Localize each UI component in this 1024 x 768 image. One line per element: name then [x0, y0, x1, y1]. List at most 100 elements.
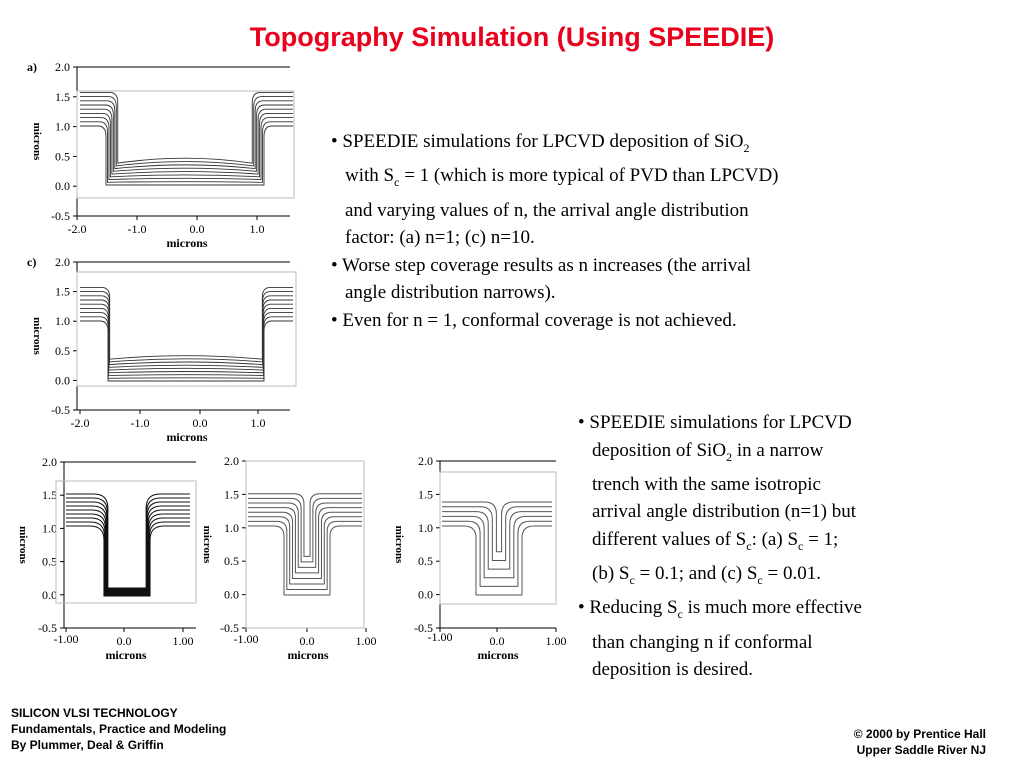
deposition-profile — [248, 525, 362, 596]
deposition-profile — [80, 295, 293, 366]
y-tick-label: 0.5 — [55, 344, 70, 358]
x-tick-label: -2.0 — [68, 222, 87, 236]
deposition-profile — [248, 497, 362, 563]
deposition-profile — [66, 525, 190, 597]
y-tick-label: 0.0 — [42, 588, 57, 602]
x-tick-label: 0.0 — [300, 634, 315, 648]
substrate-box — [439, 471, 557, 605]
footer-right-line-2: Upper Saddle River NJ — [856, 743, 986, 757]
deposition-profile — [66, 501, 190, 591]
substrate-box — [55, 480, 197, 604]
y-tick-label: 2.0 — [42, 455, 57, 469]
plot-label: c) — [27, 255, 36, 269]
deposition-profile — [66, 497, 190, 590]
substrate-box — [76, 271, 297, 387]
bullet-bottom-line: deposition is desired. — [592, 659, 753, 681]
x-axis-label: microns — [105, 648, 146, 662]
x-tick-label: 1.00 — [546, 634, 567, 648]
y-tick-label: -0.5 — [38, 621, 57, 635]
deposition-profile — [66, 513, 190, 594]
footer-left-line-1: SILICON VLSI TECHNOLOGY — [11, 706, 178, 720]
x-tick-label: -1.00 — [54, 632, 79, 646]
deposition-profile — [66, 509, 190, 593]
footer-left-line-2: Fundamentals, Practice and Modeling — [11, 722, 227, 736]
y-tick-label: 0.5 — [55, 149, 70, 163]
y-tick-label: 1.0 — [224, 521, 239, 535]
bullets-bottom: • SPEEDIE simulations for LPCVD depositio… — [572, 409, 952, 684]
x-axis-label: microns — [477, 648, 518, 662]
y-tick-label: 1.5 — [42, 488, 57, 502]
y-tick-label: -0.5 — [51, 403, 70, 417]
bullet-top-line: factor: (a) n=1; (c) n=10. — [345, 227, 535, 249]
deposition-profile — [80, 117, 293, 181]
deposition-profile — [442, 501, 552, 553]
x-tick-label: 0.0 — [117, 634, 132, 648]
deposition-profile — [248, 502, 362, 568]
x-tick-label: -1.00 — [428, 630, 453, 644]
x-axis-label: microns — [287, 648, 328, 662]
x-tick-label: 0.0 — [190, 222, 205, 236]
plot-label: a) — [27, 60, 37, 74]
y-tick-label: 1.5 — [55, 285, 70, 299]
y-tick-label: 2.0 — [55, 60, 70, 74]
y-tick-label: -0.5 — [220, 621, 239, 635]
deposition-profile — [66, 505, 190, 592]
footer-left: SILICON VLSI TECHNOLOGY Fundamentals, Pr… — [11, 705, 226, 753]
deposition-profile — [248, 493, 362, 557]
substrate-box — [245, 460, 365, 629]
x-tick-label: 0.0 — [490, 634, 505, 648]
deposition-profile — [80, 121, 293, 183]
bullet-bottom-line: arrival angle distribution (n=1) but — [592, 501, 856, 523]
deposition-profile — [442, 506, 552, 561]
deposition-profile — [442, 525, 552, 596]
deposition-profile — [248, 507, 362, 574]
deposition-profile — [80, 291, 293, 363]
y-tick-label: 2.0 — [224, 454, 239, 468]
y-tick-label: 1.5 — [418, 487, 433, 501]
deposition-profile — [80, 112, 293, 178]
y-tick-label: 2.0 — [418, 454, 433, 468]
deposition-profile — [80, 125, 293, 186]
bullets-top: • SPEEDIE simulations for LPCVD depositi… — [325, 128, 885, 334]
deposition-profile — [80, 320, 293, 382]
slide-title: Topography Simulation (Using SPEEDIE) — [249, 22, 775, 52]
deposition-profile — [80, 307, 293, 374]
bullet-bottom-line: trench with the same isotropic — [592, 473, 821, 495]
x-tick-label: -1.0 — [128, 222, 147, 236]
deposition-profile — [248, 520, 362, 590]
bullet-bottom-line: • SPEEDIE simulations for LPCVD — [578, 412, 852, 433]
y-tick-label: 2.0 — [55, 255, 70, 269]
deposition-profile — [442, 515, 552, 579]
deposition-profile — [442, 511, 552, 570]
y-tick-label: -0.5 — [51, 209, 70, 223]
y-tick-label: 1.0 — [55, 120, 70, 134]
y-tick-label: 0.0 — [55, 179, 70, 193]
deposition-profile — [80, 108, 293, 175]
deposition-profile — [442, 520, 552, 587]
footer-right: © 2000 by Prentice Hall Upper Saddle Riv… — [854, 726, 986, 758]
y-tick-label: 0.0 — [55, 373, 70, 387]
y-axis-label: microns — [17, 526, 29, 564]
bullet-bottom-line: than changing n if conformal — [592, 631, 813, 653]
y-tick-label: 1.0 — [418, 521, 433, 535]
y-tick-label: 1.5 — [224, 487, 239, 501]
bullet-top-line: • SPEEDIE simulations for LPCVD depositi… — [331, 131, 750, 155]
deposition-profile — [80, 286, 293, 360]
x-tick-label: 1.0 — [251, 416, 266, 430]
deposition-profile — [66, 521, 190, 596]
deposition-profile — [80, 104, 293, 172]
x-tick-label: 0.0 — [193, 416, 208, 430]
x-tick-label: -2.0 — [71, 416, 90, 430]
y-tick-label: 0.0 — [418, 588, 433, 602]
substrate-box — [76, 90, 295, 199]
x-axis-label: microns — [166, 430, 207, 444]
deposition-profile — [80, 303, 293, 371]
y-axis-label: microns — [31, 123, 43, 161]
deposition-profile — [248, 511, 362, 579]
y-tick-label: 0.0 — [224, 588, 239, 602]
bullet-bottom-line: different values of Sc: (a) Sc = 1; — [592, 528, 839, 553]
y-axis-label: microns — [31, 317, 43, 355]
y-axis-label: microns — [201, 526, 213, 564]
bullet-top-line: angle distribution narrows). — [345, 282, 556, 304]
